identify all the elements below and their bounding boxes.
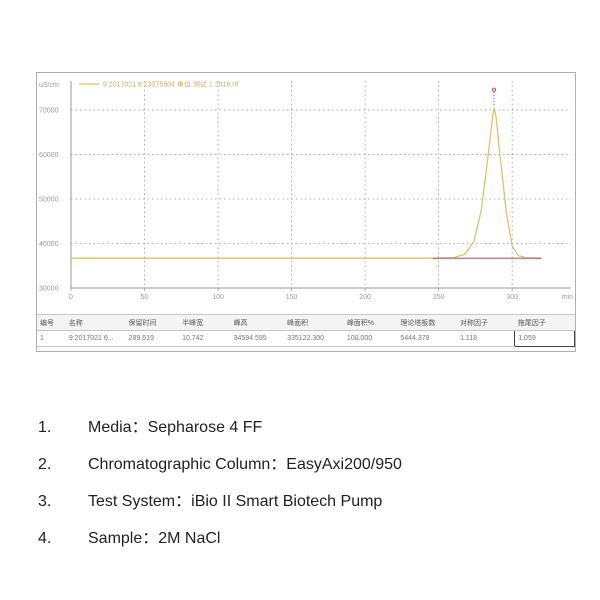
legend-label: 9:2017021 6 13275504 单位 测试 1 2016.rtf — [103, 80, 238, 89]
column-header: 对称因子 — [457, 314, 515, 331]
table-cell: 5444.379 — [397, 330, 458, 347]
spec-list: 1. Media：Sepharose 4 FF 2. Chromatographic… — [38, 418, 402, 566]
x-tick-label: 50 — [141, 294, 149, 301]
spec-text: Media：Sepharose 4 FF — [88, 419, 263, 436]
spec-number: 2. — [38, 456, 52, 473]
table-cell: 100.000 — [343, 330, 398, 347]
chromatogram-window: 70000 60000 50000 40000 30000 uS/cm 0 50 100 150 2… — [36, 72, 576, 352]
spec-text: Test System：iBio II Smart Biotech Pump — [88, 493, 383, 510]
x-tick-label: 200 — [359, 294, 371, 301]
spec-number: 1. — [38, 419, 52, 436]
y-axis-label: uS/cm — [39, 82, 59, 89]
spec-item: 4. Sample：2M NaCl — [38, 529, 402, 549]
x-axis-label: min — [562, 294, 573, 301]
column-header: 峰面积% — [343, 314, 398, 331]
y-tick-label: 70000 — [39, 107, 59, 114]
table-cell: 289.619 — [125, 330, 180, 347]
y-tick-label: 60000 — [39, 152, 59, 159]
column-header: 拖尾因子 — [514, 314, 575, 331]
y-tick-label: 40000 — [39, 241, 59, 248]
column-header: 名称 — [65, 314, 126, 331]
spec-item: 3. Test System：iBio II Smart Biotech Pump — [38, 492, 402, 512]
x-tick-label: 150 — [286, 294, 298, 301]
spec-number: 4. — [38, 530, 52, 547]
x-tick-label: 300 — [506, 294, 518, 301]
table-cell: 1.118 — [457, 330, 515, 347]
table-cell: 335122.300 — [284, 330, 344, 347]
chromatogram-chart: 70000 60000 50000 40000 30000 uS/cm 0 50 100 150 2… — [39, 80, 573, 302]
table-cell: 10.742 — [179, 330, 231, 347]
peak-marker-dot — [491, 87, 496, 92]
table-cell: 1 — [37, 330, 66, 347]
x-tick-label: 100 — [212, 294, 224, 301]
spec-item: 1. Media：Sepharose 4 FF — [38, 418, 402, 438]
x-tick-label: 250 — [433, 294, 445, 301]
table-row: 1 9:2017021 6... 289.619 10.742 34594.59… — [37, 330, 575, 347]
column-header: 保留时间 — [125, 314, 180, 331]
y-tick-label: 30000 — [39, 286, 59, 293]
spec-text: Chromatographic Column：EasyAxi200/950 — [88, 456, 402, 473]
column-header: 理论塔板数 — [397, 314, 458, 331]
spec-text: Sample：2M NaCl — [88, 530, 221, 547]
table-header-row: 编号 名称 保留时间 半峰宽 峰高 峰面积 峰面积% 理论塔板数 对称因子 拖尾… — [37, 314, 575, 331]
conductivity-trace — [71, 107, 542, 259]
table-cell-selected[interactable]: 1.059 — [514, 330, 575, 347]
table-cell: 34594.595 — [230, 330, 285, 347]
x-tick-label: 0 — [69, 294, 73, 301]
column-header: 半峰宽 — [179, 314, 231, 331]
column-header: 峰高 — [230, 314, 285, 331]
y-tick-label: 50000 — [39, 196, 59, 203]
spec-item: 2. Chromatographic Column：EasyAxi200/950 — [38, 455, 402, 475]
spec-number: 3. — [38, 493, 52, 510]
column-header: 峰面积 — [284, 314, 344, 331]
results-table: 编号 名称 保留时间 半峰宽 峰高 峰面积 峰面积% 理论塔板数 对称因子 拖尾… — [37, 314, 575, 347]
table-cell: 9:2017021 6... — [65, 330, 126, 347]
column-header: 编号 — [37, 314, 66, 331]
